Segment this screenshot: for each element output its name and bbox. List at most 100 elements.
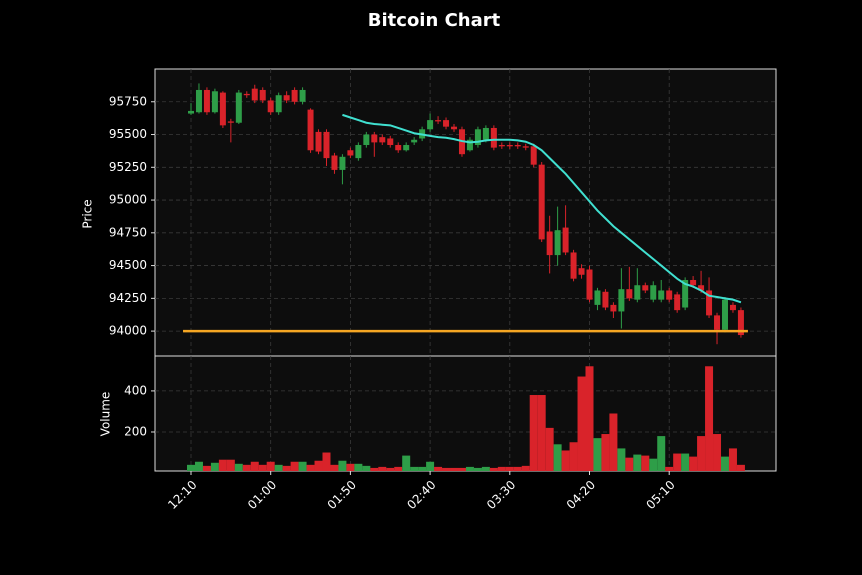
y-tick-label: 95750	[109, 94, 147, 108]
volume-bar	[234, 463, 243, 471]
candle-body	[570, 252, 577, 279]
candle-body	[443, 120, 450, 127]
volume-bar	[537, 395, 546, 471]
volume-bar	[370, 467, 379, 471]
y-axis-label: Price	[81, 199, 95, 228]
volume-bar	[649, 458, 658, 471]
candle-body	[283, 95, 290, 101]
volume-bar	[545, 427, 554, 471]
volume-bar	[705, 366, 714, 471]
volume-bar	[338, 460, 347, 471]
volume-bar	[593, 438, 602, 471]
candle-body	[403, 145, 410, 151]
candle-body	[538, 164, 545, 240]
volume-bar	[577, 376, 586, 471]
candle-body	[379, 137, 386, 143]
volume-bar	[314, 460, 323, 471]
volume-bar	[728, 448, 737, 471]
volume-bar	[330, 464, 339, 471]
volume-bar	[410, 466, 419, 471]
candle-body	[737, 310, 744, 336]
candle-body	[331, 155, 338, 170]
volume-bar	[266, 461, 275, 471]
candle-body	[586, 269, 593, 300]
volume-bar	[561, 450, 570, 471]
candle-body	[618, 289, 625, 312]
candle-body	[188, 110, 194, 114]
volume-bar	[569, 442, 578, 471]
y-tick-label: 94000	[109, 324, 147, 338]
volume-bar	[673, 453, 682, 471]
candle-body	[466, 139, 473, 151]
volume-bar	[346, 463, 355, 471]
y2-tick-label: 200	[124, 424, 147, 438]
volume-bar	[226, 459, 235, 471]
candle-body	[602, 291, 609, 308]
volume-bar	[681, 453, 690, 471]
y-tick-label: 95250	[109, 160, 147, 174]
candle-body	[435, 120, 442, 122]
candle-body	[387, 138, 394, 146]
volume-bar	[258, 464, 267, 471]
volume-bar	[290, 461, 299, 471]
volume-bar	[250, 461, 259, 471]
candle-body	[554, 230, 561, 256]
volume-bar	[306, 464, 315, 471]
volume-bar	[426, 461, 435, 471]
volume-bar	[394, 466, 403, 471]
candle-body	[634, 285, 641, 300]
y-tick-label: 94500	[109, 258, 147, 272]
candle-body	[291, 89, 298, 102]
volume-bar	[697, 436, 706, 471]
volume-bar	[489, 467, 498, 471]
volume-bar	[633, 454, 642, 471]
volume-bar	[210, 462, 219, 471]
candle-body	[251, 88, 258, 101]
y-tick-label: 95500	[109, 127, 147, 141]
candle-body	[315, 131, 322, 152]
candle-body	[275, 95, 282, 113]
candle-body	[610, 304, 617, 312]
candle-body	[227, 121, 234, 123]
candle-body	[674, 294, 681, 311]
candle-body	[195, 89, 202, 113]
candle-body	[307, 109, 314, 151]
volume-bar	[689, 456, 698, 471]
y-tick-label: 94250	[109, 291, 147, 305]
volume-bar	[450, 467, 459, 471]
candle-body	[299, 89, 306, 102]
candle-body	[522, 146, 529, 148]
candle-body	[371, 134, 378, 143]
candle-body	[642, 285, 649, 291]
candle-body	[682, 279, 689, 308]
candle-body	[514, 145, 521, 147]
candle-body	[506, 145, 513, 147]
volume-bar	[497, 466, 506, 471]
volume-bar	[194, 461, 203, 471]
candle-body	[546, 231, 553, 256]
volume-bar	[521, 465, 530, 471]
candle-body	[658, 290, 665, 300]
candle-body	[411, 139, 418, 143]
candle-body	[714, 315, 721, 330]
volume-bar	[553, 444, 562, 471]
candle-body	[451, 126, 458, 130]
volume-bar	[218, 459, 227, 471]
volume-bar	[418, 466, 427, 471]
volume-bar	[202, 465, 211, 471]
candle-body	[690, 279, 697, 286]
price-panel	[154, 68, 777, 357]
volume-bar	[505, 466, 514, 471]
volume-bar	[386, 467, 395, 471]
candle-body	[594, 290, 601, 305]
candle-body	[721, 299, 728, 330]
volume-bar	[187, 464, 195, 471]
volume-bar	[601, 434, 610, 471]
candle-body	[243, 93, 250, 96]
y2-tick-label: 400	[124, 383, 147, 397]
y-tick-label: 95000	[109, 193, 147, 207]
volume-bar	[617, 448, 626, 471]
candle-body	[323, 131, 330, 159]
volume-panel	[154, 355, 777, 472]
